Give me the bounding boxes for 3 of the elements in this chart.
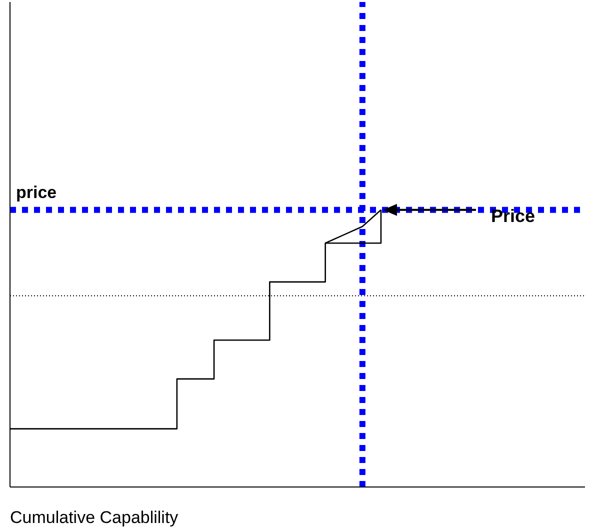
ref-line-label: price [16,182,57,202]
annotation: Price [490,206,536,226]
x-axis-title: Cumulative Capablility [10,508,179,527]
